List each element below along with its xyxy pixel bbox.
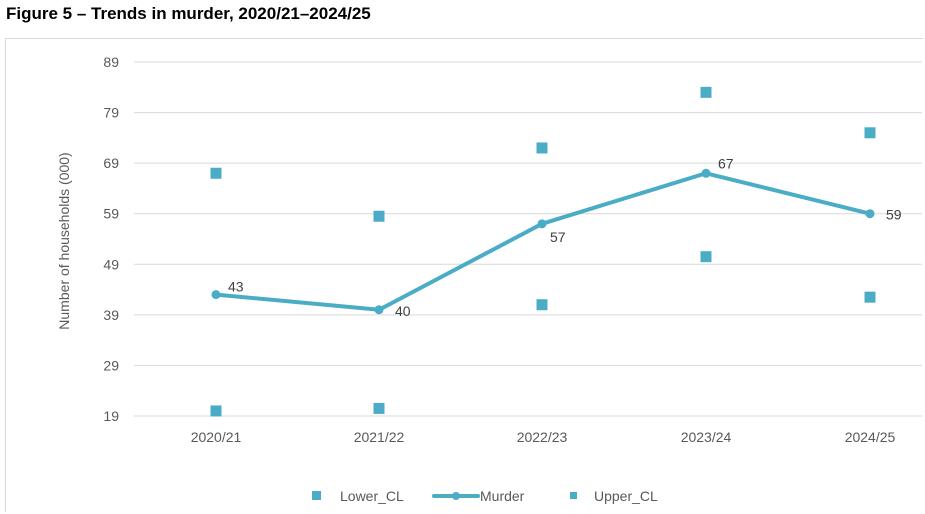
upper-cl-marker bbox=[210, 167, 222, 179]
lower-cl-marker bbox=[864, 291, 876, 303]
lower-cl-marker bbox=[536, 299, 548, 311]
x-tick-label: 2022/23 bbox=[517, 429, 568, 445]
x-tick-label: 2024/25 bbox=[845, 429, 896, 445]
legend-murder-label: Murder bbox=[480, 488, 525, 504]
legend-lower-cl-swatch bbox=[312, 491, 321, 500]
murder-data-label: 40 bbox=[395, 303, 411, 319]
y-tick-label: 79 bbox=[103, 105, 119, 121]
grid-layer bbox=[134, 61, 922, 417]
y-tick-label: 19 bbox=[103, 408, 119, 424]
murder-data-label: 67 bbox=[718, 155, 734, 171]
murder-data-label: 57 bbox=[550, 229, 566, 245]
murder-point bbox=[701, 168, 711, 178]
y-tick-label: 29 bbox=[103, 357, 119, 373]
murder-data-label: 43 bbox=[228, 279, 244, 295]
legend: Lower_CL Murder Upper_CL bbox=[312, 488, 658, 504]
lower-cl-marker bbox=[373, 402, 385, 414]
marker-layer bbox=[210, 86, 876, 417]
lower-cl-marker bbox=[210, 405, 222, 417]
y-tick-label: 39 bbox=[103, 307, 119, 323]
axis-layer: 19 29 39 49 59 69 79 89 2020/21 2021/22 2022/23 202… bbox=[103, 54, 895, 445]
murder-point bbox=[211, 290, 221, 300]
upper-cl-marker bbox=[864, 127, 876, 139]
murder-point bbox=[374, 305, 384, 315]
murder-data-label: 59 bbox=[886, 207, 902, 223]
upper-cl-marker bbox=[700, 86, 712, 98]
legend-murder-marker bbox=[452, 492, 460, 500]
murder-point bbox=[865, 209, 875, 219]
y-tick-label: 59 bbox=[103, 206, 119, 222]
murder-point bbox=[537, 219, 547, 229]
legend-upper-cl-label: Upper_CL bbox=[594, 488, 658, 504]
x-tick-label: 2020/21 bbox=[191, 429, 242, 445]
legend-lower-cl-label: Lower_CL bbox=[340, 488, 404, 504]
murder-series-line bbox=[214, 171, 872, 312]
y-tick-label: 49 bbox=[103, 256, 119, 272]
legend-upper-cl-swatch bbox=[570, 492, 577, 499]
figure-title: Figure 5 – Trends in murder, 2020/21–202… bbox=[6, 4, 371, 23]
x-tick-label: 2023/24 bbox=[681, 429, 732, 445]
lower-cl-marker bbox=[700, 251, 712, 263]
line-layer bbox=[211, 168, 875, 315]
y-tick-label: 69 bbox=[103, 155, 119, 171]
chart-frame bbox=[5, 38, 923, 512]
upper-cl-marker bbox=[373, 210, 385, 222]
upper-cl-marker bbox=[536, 142, 548, 154]
x-tick-label: 2021/22 bbox=[354, 429, 405, 445]
y-axis-title: Number of households (000) bbox=[56, 152, 72, 329]
y-tick-label: 89 bbox=[103, 54, 119, 70]
label-layer: 43 40 57 67 59 bbox=[228, 155, 902, 319]
